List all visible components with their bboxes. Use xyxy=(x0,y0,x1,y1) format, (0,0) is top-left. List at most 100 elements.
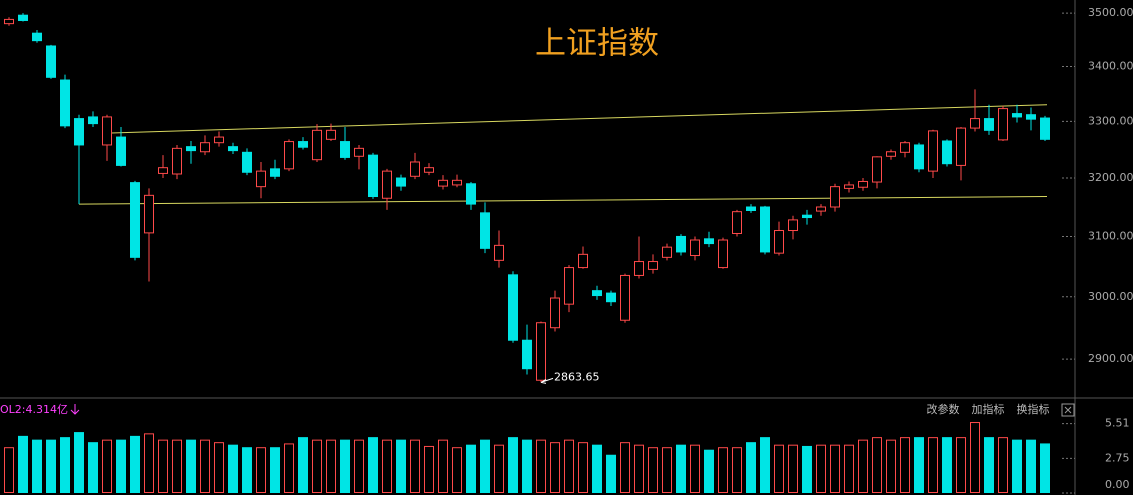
candle-body xyxy=(242,151,252,173)
candle-body xyxy=(508,274,518,341)
volume-bar xyxy=(928,437,938,493)
volume-bar xyxy=(956,437,966,493)
y-tick-label: 0.00 xyxy=(1105,478,1130,491)
volume-bar xyxy=(662,447,672,494)
volume-bar xyxy=(284,443,294,494)
candle-body xyxy=(550,297,560,329)
volume-bar xyxy=(620,442,630,493)
volume-bar xyxy=(970,422,980,494)
volume-bar xyxy=(872,437,882,493)
candle-body xyxy=(438,179,448,187)
volume-bar xyxy=(368,437,378,493)
y-tick-label: 3200.00 xyxy=(1088,171,1133,184)
candle-body xyxy=(368,154,378,198)
trend-line xyxy=(106,104,1048,134)
toolbar-button[interactable]: 换指标 xyxy=(1017,402,1050,416)
candle-body xyxy=(620,274,630,321)
volume-bar xyxy=(564,439,574,493)
volume-bar xyxy=(1012,439,1022,493)
volume-bar xyxy=(32,439,42,493)
candle-body xyxy=(270,168,280,177)
candle-body xyxy=(382,170,392,199)
volume-bar xyxy=(158,439,168,493)
volume-bar xyxy=(648,447,658,494)
volume-bar xyxy=(354,439,364,493)
candle-body xyxy=(200,142,210,153)
volume-bar xyxy=(914,437,924,493)
volume-bar xyxy=(508,437,518,493)
volume-bar xyxy=(718,447,728,494)
volume-bar xyxy=(774,444,784,494)
volume-bar xyxy=(704,449,714,493)
candle-body xyxy=(32,32,42,42)
y-tick-label: 3100.00 xyxy=(1088,229,1133,242)
candle-body xyxy=(760,206,770,253)
candle-body xyxy=(494,244,504,261)
candle-body xyxy=(480,212,490,249)
volume-bar xyxy=(886,439,896,493)
candle-body xyxy=(340,141,350,158)
volume-bar xyxy=(900,437,910,493)
candle-body xyxy=(410,161,420,177)
y-tick-label: 2.75 xyxy=(1105,451,1130,464)
volume-bar xyxy=(116,439,126,493)
volume-bar xyxy=(858,439,868,493)
candle-body xyxy=(536,322,546,381)
volume-bar xyxy=(830,444,840,494)
candle-body xyxy=(606,292,616,303)
candle-body xyxy=(466,183,476,205)
candle-body xyxy=(424,167,434,173)
candle-body xyxy=(284,141,294,170)
volume-bar xyxy=(816,444,826,494)
candle-body xyxy=(88,116,98,125)
volume-bar xyxy=(634,444,644,494)
volume-bar xyxy=(480,439,490,493)
volume-bar xyxy=(312,439,322,493)
candle-body xyxy=(326,129,336,140)
volume-bar xyxy=(438,439,448,493)
candle-body xyxy=(102,116,112,146)
candle-body xyxy=(648,261,658,270)
candle-body xyxy=(578,253,588,269)
volume-bar xyxy=(74,432,84,494)
y-tick-label: 3500.00 xyxy=(1088,6,1133,19)
volume-bar xyxy=(270,447,280,494)
candle-body xyxy=(928,130,938,172)
volume-bar xyxy=(984,437,994,493)
candle-body xyxy=(564,267,574,305)
candle-body xyxy=(844,184,854,189)
toolbar-button[interactable]: 改参数 xyxy=(927,402,960,416)
close-button[interactable] xyxy=(1061,403,1075,417)
candle-body xyxy=(172,147,182,175)
candle-body xyxy=(816,206,826,212)
volume-bar xyxy=(4,447,14,494)
volume-bar xyxy=(424,445,434,494)
candle-body xyxy=(1040,117,1050,140)
toolbar-button[interactable]: 加指标 xyxy=(972,402,1005,416)
volume-bar xyxy=(200,439,210,493)
trend-line xyxy=(78,196,1048,205)
volume-bar xyxy=(466,444,476,494)
volume-bar xyxy=(592,444,602,494)
candle-body xyxy=(662,246,672,258)
candle-body xyxy=(1012,113,1022,118)
candle-body xyxy=(998,108,1008,141)
chart-title: 上证指数 xyxy=(535,26,659,62)
candle-body xyxy=(886,151,896,157)
candle-body xyxy=(676,235,686,253)
volume-bar xyxy=(1026,439,1036,493)
candle-body xyxy=(984,118,994,131)
volume-bar xyxy=(844,444,854,494)
y-tick-label: 2900.00 xyxy=(1088,352,1133,365)
volume-bar xyxy=(676,444,686,494)
volume-bar xyxy=(494,444,504,494)
candle-body xyxy=(214,136,224,144)
candle-body xyxy=(970,118,980,129)
candle-body xyxy=(634,261,644,276)
volume-bar xyxy=(298,437,308,493)
candle-body xyxy=(830,186,840,208)
volume-bar xyxy=(172,439,182,493)
candle-body xyxy=(900,142,910,153)
volume-bar xyxy=(578,442,588,493)
candle-body xyxy=(690,239,700,257)
